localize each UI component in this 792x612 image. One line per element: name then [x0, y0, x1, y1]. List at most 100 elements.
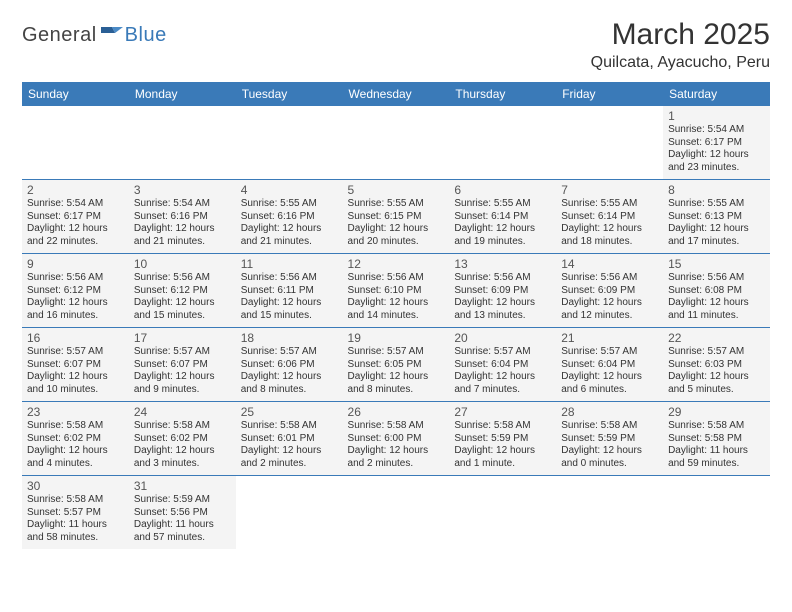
calendar-cell: 1Sunrise: 5:54 AMSunset: 6:17 PMDaylight… — [663, 106, 770, 180]
daylight: Daylight: 12 hours and 12 minutes. — [561, 297, 658, 322]
day-number: 3 — [134, 183, 231, 197]
calendar-cell: 26Sunrise: 5:58 AMSunset: 6:00 PMDayligh… — [343, 402, 450, 476]
day-info: Sunrise: 5:56 AMSunset: 6:11 PMDaylight:… — [241, 272, 338, 322]
calendar-week-row: 16Sunrise: 5:57 AMSunset: 6:07 PMDayligh… — [22, 328, 770, 402]
day-number: 24 — [134, 405, 231, 419]
day-info: Sunrise: 5:55 AMSunset: 6:13 PMDaylight:… — [668, 198, 765, 248]
day-info: Sunrise: 5:58 AMSunset: 5:59 PMDaylight:… — [454, 420, 551, 470]
sunrise: Sunrise: 5:56 AM — [668, 272, 765, 285]
daylight: Daylight: 12 hours and 19 minutes. — [454, 223, 551, 248]
sunset: Sunset: 6:01 PM — [241, 433, 338, 446]
calendar-header-row: SundayMondayTuesdayWednesdayThursdayFrid… — [22, 82, 770, 106]
day-info: Sunrise: 5:57 AMSunset: 6:05 PMDaylight:… — [348, 346, 445, 396]
day-info: Sunrise: 5:54 AMSunset: 6:16 PMDaylight:… — [134, 198, 231, 248]
calendar-cell: 4Sunrise: 5:55 AMSunset: 6:16 PMDaylight… — [236, 180, 343, 254]
day-number: 30 — [27, 479, 124, 493]
weekday-header: Thursday — [449, 82, 556, 106]
day-number: 31 — [134, 479, 231, 493]
sunrise: Sunrise: 5:58 AM — [348, 420, 445, 433]
day-info: Sunrise: 5:58 AMSunset: 6:02 PMDaylight:… — [27, 420, 124, 470]
day-info: Sunrise: 5:57 AMSunset: 6:07 PMDaylight:… — [134, 346, 231, 396]
calendar-cell: 13Sunrise: 5:56 AMSunset: 6:09 PMDayligh… — [449, 254, 556, 328]
daylight: Daylight: 12 hours and 4 minutes. — [27, 445, 124, 470]
day-number: 1 — [668, 109, 765, 123]
day-number: 25 — [241, 405, 338, 419]
day-number: 13 — [454, 257, 551, 271]
calendar-cell-empty — [449, 476, 556, 550]
daylight: Daylight: 12 hours and 15 minutes. — [241, 297, 338, 322]
daylight: Daylight: 12 hours and 21 minutes. — [134, 223, 231, 248]
sunrise: Sunrise: 5:57 AM — [134, 346, 231, 359]
day-info: Sunrise: 5:56 AMSunset: 6:12 PMDaylight:… — [134, 272, 231, 322]
daylight: Daylight: 12 hours and 7 minutes. — [454, 371, 551, 396]
calendar-cell: 9Sunrise: 5:56 AMSunset: 6:12 PMDaylight… — [22, 254, 129, 328]
sunrise: Sunrise: 5:58 AM — [561, 420, 658, 433]
calendar-cell: 31Sunrise: 5:59 AMSunset: 5:56 PMDayligh… — [129, 476, 236, 550]
sunrise: Sunrise: 5:56 AM — [561, 272, 658, 285]
calendar-cell: 27Sunrise: 5:58 AMSunset: 5:59 PMDayligh… — [449, 402, 556, 476]
daylight: Daylight: 12 hours and 22 minutes. — [27, 223, 124, 248]
calendar-cell: 19Sunrise: 5:57 AMSunset: 6:05 PMDayligh… — [343, 328, 450, 402]
calendar-week-row: 23Sunrise: 5:58 AMSunset: 6:02 PMDayligh… — [22, 402, 770, 476]
calendar-cell: 6Sunrise: 5:55 AMSunset: 6:14 PMDaylight… — [449, 180, 556, 254]
day-info: Sunrise: 5:54 AMSunset: 6:17 PMDaylight:… — [668, 124, 765, 174]
location: Quilcata, Ayacucho, Peru — [591, 54, 770, 72]
calendar-week-row: 2Sunrise: 5:54 AMSunset: 6:17 PMDaylight… — [22, 180, 770, 254]
daylight: Daylight: 12 hours and 10 minutes. — [27, 371, 124, 396]
day-number: 23 — [27, 405, 124, 419]
day-info: Sunrise: 5:55 AMSunset: 6:16 PMDaylight:… — [241, 198, 338, 248]
day-number: 5 — [348, 183, 445, 197]
daylight: Daylight: 12 hours and 16 minutes. — [27, 297, 124, 322]
sunrise: Sunrise: 5:56 AM — [454, 272, 551, 285]
sunset: Sunset: 5:56 PM — [134, 507, 231, 520]
sunset: Sunset: 6:02 PM — [27, 433, 124, 446]
calendar-cell-empty — [556, 476, 663, 550]
day-number: 10 — [134, 257, 231, 271]
calendar-week-row: 9Sunrise: 5:56 AMSunset: 6:12 PMDaylight… — [22, 254, 770, 328]
weekday-header: Saturday — [663, 82, 770, 106]
calendar-week-row: 30Sunrise: 5:58 AMSunset: 5:57 PMDayligh… — [22, 476, 770, 550]
day-info: Sunrise: 5:57 AMSunset: 6:04 PMDaylight:… — [561, 346, 658, 396]
day-number: 22 — [668, 331, 765, 345]
day-info: Sunrise: 5:57 AMSunset: 6:04 PMDaylight:… — [454, 346, 551, 396]
sunrise: Sunrise: 5:57 AM — [668, 346, 765, 359]
day-number: 26 — [348, 405, 445, 419]
sunset: Sunset: 6:02 PM — [134, 433, 231, 446]
sunset: Sunset: 6:14 PM — [454, 211, 551, 224]
weekday-header: Monday — [129, 82, 236, 106]
calendar-cell: 10Sunrise: 5:56 AMSunset: 6:12 PMDayligh… — [129, 254, 236, 328]
sunrise: Sunrise: 5:57 AM — [27, 346, 124, 359]
sunrise: Sunrise: 5:56 AM — [27, 272, 124, 285]
day-info: Sunrise: 5:57 AMSunset: 6:03 PMDaylight:… — [668, 346, 765, 396]
day-number: 2 — [27, 183, 124, 197]
day-number: 29 — [668, 405, 765, 419]
daylight: Daylight: 12 hours and 20 minutes. — [348, 223, 445, 248]
day-info: Sunrise: 5:56 AMSunset: 6:09 PMDaylight:… — [561, 272, 658, 322]
calendar-cell: 24Sunrise: 5:58 AMSunset: 6:02 PMDayligh… — [129, 402, 236, 476]
day-number: 20 — [454, 331, 551, 345]
calendar-cell: 7Sunrise: 5:55 AMSunset: 6:14 PMDaylight… — [556, 180, 663, 254]
day-number: 21 — [561, 331, 658, 345]
day-number: 8 — [668, 183, 765, 197]
sunset: Sunset: 5:57 PM — [27, 507, 124, 520]
daylight: Daylight: 12 hours and 11 minutes. — [668, 297, 765, 322]
sunset: Sunset: 6:04 PM — [561, 359, 658, 372]
day-info: Sunrise: 5:58 AMSunset: 6:02 PMDaylight:… — [134, 420, 231, 470]
sunrise: Sunrise: 5:58 AM — [241, 420, 338, 433]
calendar-cell: 17Sunrise: 5:57 AMSunset: 6:07 PMDayligh… — [129, 328, 236, 402]
calendar-cell-empty — [22, 106, 129, 180]
day-number: 11 — [241, 257, 338, 271]
daylight: Daylight: 12 hours and 2 minutes. — [241, 445, 338, 470]
calendar-cell: 29Sunrise: 5:58 AMSunset: 5:58 PMDayligh… — [663, 402, 770, 476]
logo: General Blue — [22, 24, 167, 47]
sunset: Sunset: 6:06 PM — [241, 359, 338, 372]
sunrise: Sunrise: 5:56 AM — [348, 272, 445, 285]
day-number: 4 — [241, 183, 338, 197]
sunrise: Sunrise: 5:55 AM — [348, 198, 445, 211]
sunrise: Sunrise: 5:57 AM — [241, 346, 338, 359]
logo-text-blue: Blue — [125, 24, 167, 47]
sunrise: Sunrise: 5:56 AM — [134, 272, 231, 285]
calendar-cell-empty — [343, 476, 450, 550]
calendar-cell-empty — [343, 106, 450, 180]
calendar-week-row: 1Sunrise: 5:54 AMSunset: 6:17 PMDaylight… — [22, 106, 770, 180]
